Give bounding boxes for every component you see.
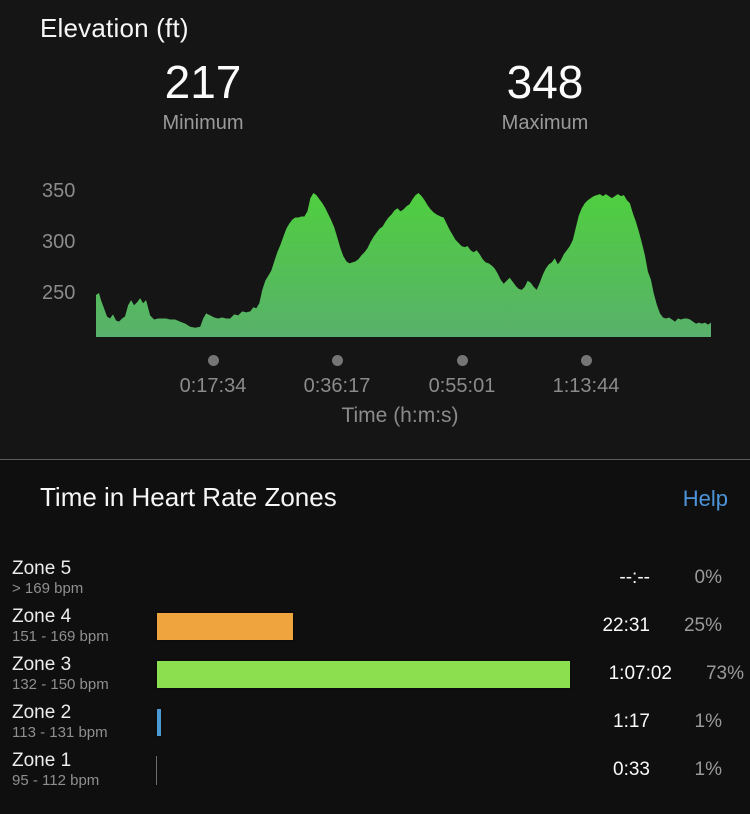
zone-row-1: Zone 1 95 - 112 bpm 0:33 1% (0, 746, 750, 794)
y-axis-tick-300: 300 (42, 231, 76, 253)
elevation-max-stat: 348 Maximum (445, 57, 645, 135)
zone-row-2: Zone 2 113 - 131 bpm 1:17 1% (0, 698, 750, 746)
zone-bar (155, 658, 572, 690)
x-tick-label: 0:17:34 (179, 375, 247, 397)
x-tick-label: 1:13:44 (552, 375, 620, 397)
zone-time: 1:07:02 (608, 663, 672, 684)
x-axis-tick: 0:17:34 (151, 355, 275, 398)
zone-name: Zone 2 (12, 702, 72, 723)
x-tick-dot-icon (456, 355, 468, 366)
zone-percent: 73% (705, 663, 744, 684)
x-axis-tick: 0:55:01 (400, 355, 524, 398)
zone-time: 0:33 (613, 759, 650, 780)
heart-rate-zones-section: Time in Heart Rate Zones Help Zone 5 > 1… (0, 460, 750, 814)
hr-zones-title: Time in Heart Rate Zones (40, 482, 337, 512)
help-link[interactable]: Help (682, 486, 728, 511)
zone-bar (155, 754, 158, 786)
y-axis-tick-350: 350 (42, 180, 76, 202)
elevation-section: Elevation (ft) 217 Minimum 348 Maximum 3… (0, 0, 750, 459)
zone-bar (155, 610, 295, 642)
zone-name: Zone 4 (12, 606, 72, 627)
zone-time: --:-- (619, 567, 650, 588)
zone-percent: 1% (694, 759, 722, 780)
elevation-area-path (96, 193, 711, 337)
zone-percent: 25% (683, 615, 722, 636)
zone-range: 151 - 169 bpm (12, 628, 109, 645)
elevation-title: Elevation (ft) (40, 13, 189, 43)
x-tick-dot-icon (331, 355, 343, 366)
elevation-min-label: Minimum (162, 112, 244, 134)
zone-row-3: Zone 3 132 - 150 bpm 1:07:02 73% (0, 650, 750, 698)
zone-name: Zone 3 (12, 654, 72, 675)
zone-bar (155, 706, 163, 738)
zone-time: 1:17 (613, 711, 650, 732)
x-axis-tick: 1:13:44 (524, 355, 648, 398)
x-tick-dot-icon (580, 355, 592, 366)
x-tick-label: 0:55:01 (428, 375, 496, 397)
x-axis-tick: 0:36:17 (275, 355, 399, 398)
zone-range: 95 - 112 bpm (12, 772, 100, 789)
zone-percent: 0% (694, 567, 722, 588)
hr-zones-list: Zone 5 > 169 bpm --:-- 0% Zone 4 151 - 1… (0, 554, 750, 794)
zone-name: Zone 1 (12, 750, 72, 771)
elevation-min-value: 217 (164, 56, 242, 108)
elevation-max-value: 348 (506, 56, 584, 108)
elevation-max-label: Maximum (501, 112, 589, 134)
zone-row-4: Zone 4 151 - 169 bpm 22:31 25% (0, 602, 750, 650)
x-axis-title: Time (h:m:s) (341, 404, 459, 427)
section-divider (0, 459, 750, 460)
elevation-chart[interactable] (0, 0, 750, 459)
zone-row-5: Zone 5 > 169 bpm --:-- 0% (0, 554, 750, 602)
zone-name: Zone 5 (12, 558, 72, 579)
x-tick-label: 0:36:17 (303, 375, 371, 397)
zone-range: 132 - 150 bpm (12, 676, 109, 693)
zone-time: 22:31 (602, 615, 650, 636)
zone-percent: 1% (694, 711, 722, 732)
zone-range: > 169 bpm (12, 580, 84, 597)
x-tick-dot-icon (207, 355, 219, 366)
zone-range: 113 - 131 bpm (12, 724, 108, 741)
y-axis-tick-250: 250 (42, 282, 76, 304)
elevation-min-stat: 217 Minimum (103, 57, 303, 135)
